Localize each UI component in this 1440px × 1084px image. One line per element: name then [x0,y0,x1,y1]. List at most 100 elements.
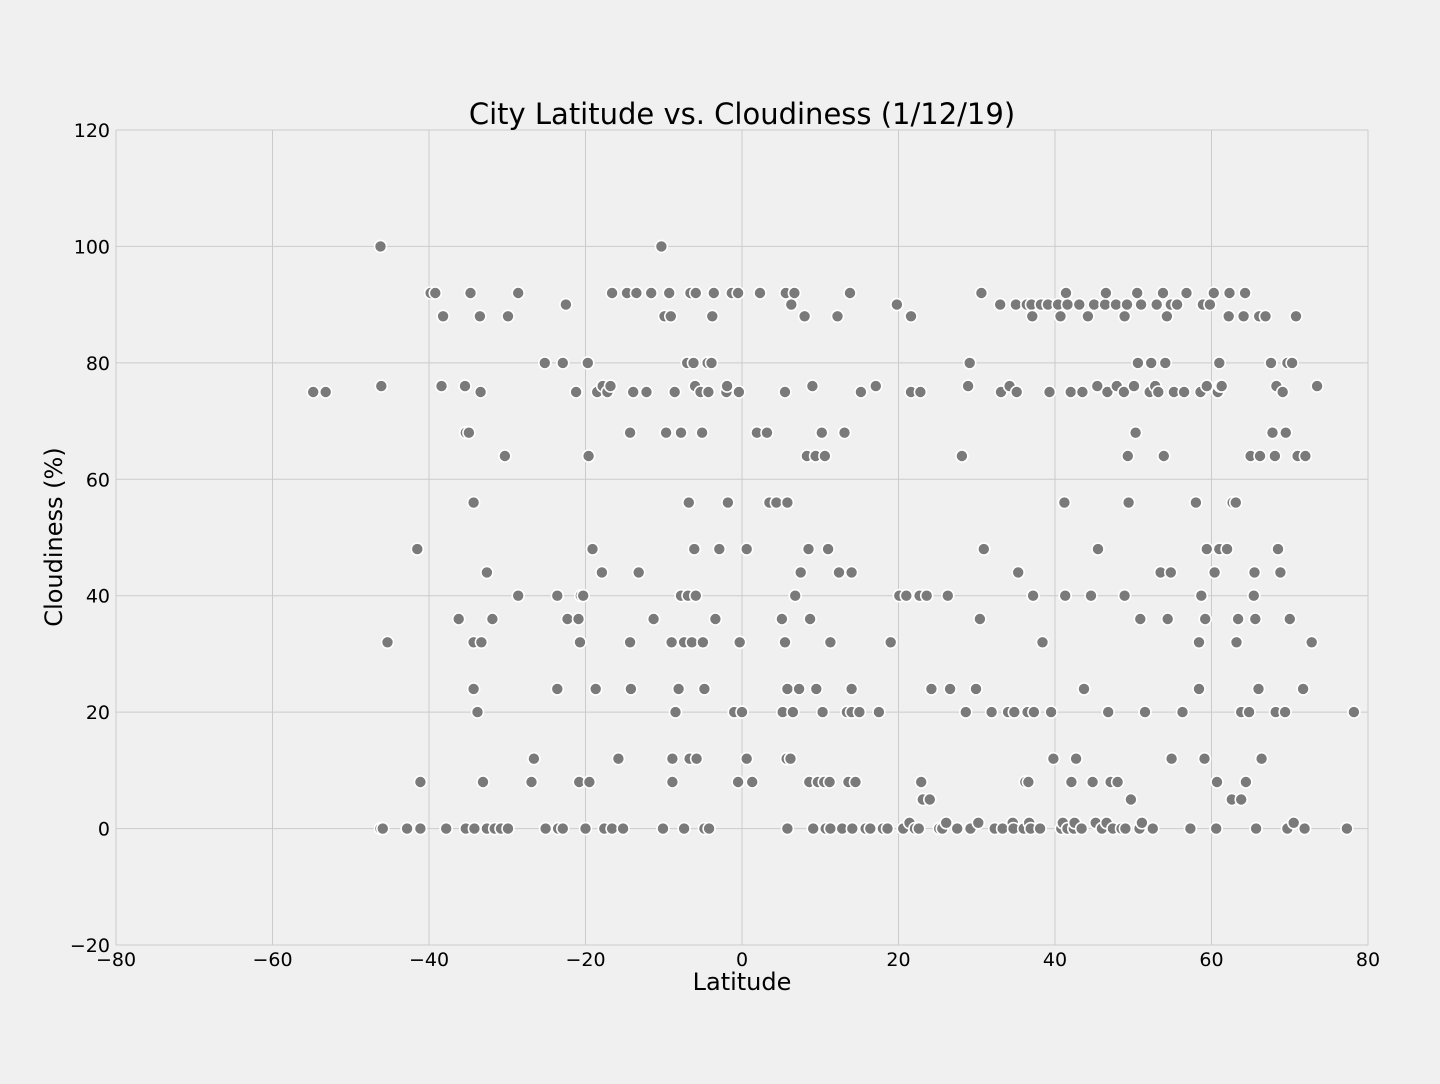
data-point [550,588,565,603]
data-point [1268,449,1282,463]
data-point [434,379,449,393]
data-point [668,705,683,719]
data-point [1221,309,1236,324]
data-point [780,821,795,836]
data-point [701,385,716,399]
data-point [428,286,443,300]
data-point [629,286,644,300]
data-point [1128,425,1143,440]
data-point [1027,705,1041,719]
data-point [962,356,977,370]
data-point [1131,356,1145,370]
data-point [1026,588,1040,603]
data-point [654,239,669,254]
data-point [616,821,630,836]
data-point [1207,286,1221,300]
data-point [410,542,425,556]
data-point [665,751,680,766]
data-point [1099,286,1113,300]
data-point [480,565,494,580]
data-point [788,588,803,603]
x-tick-label: −80 [96,949,136,971]
data-point [1248,612,1263,626]
data-point [559,297,573,312]
data-point [1117,385,1131,399]
data-point [1021,775,1036,789]
data-point [1124,792,1138,807]
data-point [1222,286,1237,300]
data-point [823,635,838,650]
data-point [697,682,712,696]
data-point [400,821,414,836]
data-point [1133,612,1148,626]
data-point [805,379,820,393]
data-point [993,297,1008,312]
data-point [1264,356,1278,370]
data-point [1238,286,1252,300]
data-point [476,775,490,789]
data-point [473,385,488,399]
data-point [958,705,973,719]
data-point [1109,297,1123,312]
data-point [1064,775,1079,789]
data-point [1249,821,1263,836]
data-point [689,751,704,766]
data-point [760,425,774,440]
data-point [580,356,595,370]
data-point [664,635,679,650]
data-point [1075,385,1090,399]
data-point [780,495,795,510]
data-point [501,821,515,836]
data-point [1118,821,1133,836]
data-point [1289,309,1303,324]
data-point [1100,385,1115,399]
data-point [1134,297,1148,312]
data-point [1101,705,1115,719]
data-point [939,815,954,830]
data-point [1091,542,1105,556]
data-point [1135,815,1149,830]
data-point [1229,495,1243,510]
data-point [1042,385,1057,399]
data-point [578,821,593,836]
data-point [585,542,600,556]
data-point [845,821,860,836]
data-point [832,565,846,580]
data-point [463,286,478,300]
data-point [688,286,703,300]
data-point [1156,286,1170,300]
data-point [1198,612,1212,626]
data-point [868,379,883,393]
data-point [809,682,824,696]
data-point [890,297,904,312]
data-point [662,286,677,300]
data-point [1265,425,1280,440]
data-point [1144,356,1158,370]
data-point [1085,775,1100,789]
data-point [1081,309,1095,324]
data-point [538,821,553,836]
data-point [1209,821,1223,836]
data-point [969,682,983,696]
data-point [1149,297,1164,312]
data-point [1275,385,1290,399]
data-point [950,821,965,836]
x-tick-label: 60 [1199,949,1223,971]
data-point [1251,682,1266,696]
data-point [696,635,710,650]
y-tick-label: −20 [70,935,110,957]
data-point [705,309,720,324]
data-point [1258,309,1273,324]
x-tick-labels: −80 −60 −40 −20 0 20 40 60 80 [96,949,1380,971]
data-point [708,612,723,626]
data-point [1278,705,1292,719]
data-point [1046,751,1061,766]
data-point [1069,751,1083,766]
data-point [913,385,928,399]
data-point [801,542,816,556]
data-point [904,309,918,324]
data-point [686,356,701,370]
data-point [663,309,678,324]
data-point [984,705,999,719]
y-tick-label: 100 [74,236,110,258]
